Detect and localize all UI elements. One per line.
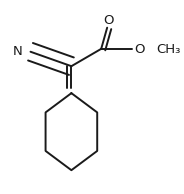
- Text: O: O: [134, 43, 145, 56]
- Text: O: O: [104, 14, 114, 27]
- Text: CH₃: CH₃: [157, 43, 181, 56]
- Text: N: N: [13, 45, 23, 58]
